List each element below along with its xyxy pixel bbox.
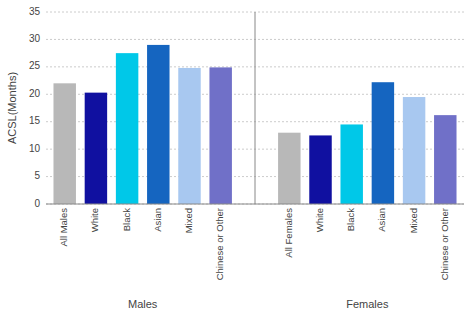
x-tick-label: All Males (58, 208, 69, 247)
bar (340, 124, 362, 204)
x-tick-label: Asian (152, 208, 163, 232)
y-tick-label: 15 (29, 115, 41, 126)
x-tick-label: All Females (283, 208, 294, 258)
bar (178, 68, 200, 204)
y-tick-label: 20 (29, 88, 41, 99)
group-separator (255, 12, 256, 204)
bar (278, 133, 300, 204)
grid (46, 12, 464, 204)
y-tick-label: 10 (29, 143, 41, 154)
y-axis-label: ACSL(Months) (6, 72, 18, 144)
x-tick-label: White (314, 208, 325, 232)
group-label: Males (128, 298, 158, 310)
x-tick-label: Chinese or Other (214, 208, 225, 280)
bar (309, 135, 331, 204)
y-tick-label: 5 (34, 170, 40, 181)
bar (116, 53, 138, 204)
x-tick-label: Chinese or Other (439, 208, 450, 280)
y-tick-label: 30 (29, 33, 41, 44)
bar (434, 115, 456, 204)
x-tick-label: Mixed (408, 208, 419, 233)
bar (147, 45, 169, 204)
y-tick-label: 0 (34, 198, 40, 209)
x-tick-label: White (89, 208, 100, 232)
bar (403, 97, 425, 204)
group-label: Females (346, 298, 389, 310)
bar (209, 67, 231, 204)
y-tick-label: 35 (29, 6, 41, 17)
bar (372, 82, 394, 204)
chart: 0 5 10 15 20 25 30 35 ACSL(Months) All Males White… (0, 0, 474, 316)
x-tick-label: Black (121, 208, 132, 231)
x-tick-label: Black (345, 208, 356, 231)
bar (85, 93, 107, 204)
y-tick-label: 25 (29, 60, 41, 71)
x-tick-label: Mixed (183, 208, 194, 233)
x-tick-label: Asian (376, 208, 387, 232)
bar (53, 83, 75, 204)
